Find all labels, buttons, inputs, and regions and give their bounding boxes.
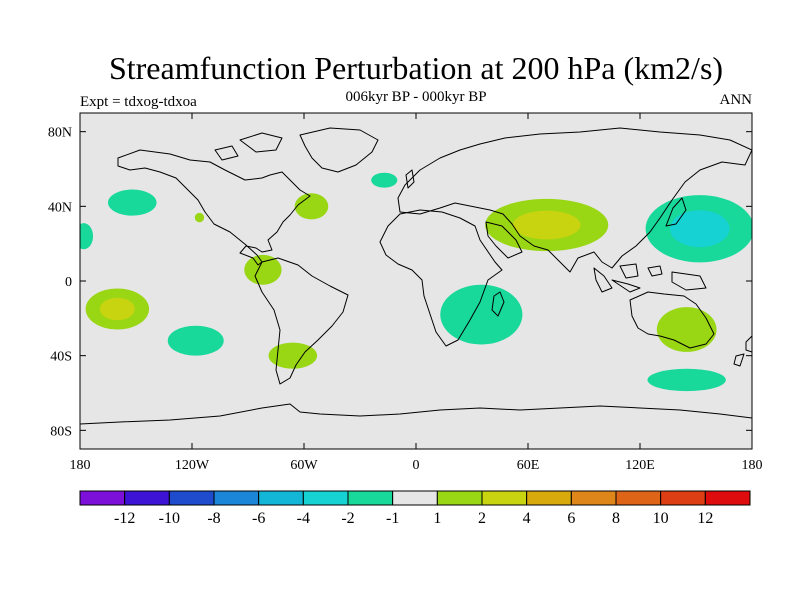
anomaly-fill — [294, 193, 329, 220]
anomaly-region-9 — [371, 172, 398, 188]
map-background — [80, 113, 752, 449]
colorbar-label: 8 — [612, 510, 620, 527]
colorbar-label: 10 — [653, 510, 669, 527]
anomaly-region-13 — [656, 307, 717, 352]
anomaly-layer — [80, 172, 752, 392]
x-tick-label: 180 — [742, 458, 763, 473]
coastline-new-zealand — [733, 335, 752, 367]
anomaly-core — [512, 210, 581, 240]
x-tick-label: 120W — [175, 458, 210, 473]
axis-ticks — [79, 113, 753, 449]
x-tick-label: 120E — [625, 458, 655, 473]
coastline-greenland — [299, 127, 379, 173]
anomaly-fill — [656, 307, 717, 352]
anomaly-fill — [80, 223, 94, 250]
coastline-antarctica — [80, 403, 752, 425]
colorbar-swatch — [615, 490, 662, 506]
coastline-british-isles — [405, 169, 415, 189]
anomaly-region-8 — [294, 193, 329, 220]
coastlines — [80, 127, 752, 425]
map-subtitle: 006kyr BP - 000kyr BP — [345, 89, 487, 105]
anomaly-region-12 — [645, 195, 752, 263]
colorbar-swatch — [79, 490, 126, 506]
anomaly-fill — [440, 284, 523, 345]
colorbar-swatch — [347, 490, 394, 506]
anomaly-region-7 — [268, 342, 318, 369]
y-tick-label: 40N — [48, 200, 72, 215]
colorbar-label: -2 — [341, 510, 354, 527]
coastline-africa — [379, 209, 503, 347]
anomaly-fill — [268, 342, 318, 369]
colorbar-label: -12 — [114, 510, 135, 527]
colorbar-label: -6 — [252, 510, 265, 527]
colorbar-swatch — [302, 490, 349, 506]
colorbar-label: 6 — [567, 510, 575, 527]
anomaly-region-6 — [244, 254, 282, 285]
season-label: ANN — [719, 92, 753, 108]
colorbar-swatch — [168, 490, 215, 506]
colorbar-label: 12 — [697, 510, 713, 527]
axis-labels: 180 120W 60W 0 60E 120E 180 80N 40N 0 40S 80S — [48, 126, 763, 473]
colorbar-label: -10 — [159, 510, 180, 527]
colorbar: -12 -10 -8 -6 -4 -2 -1 1 2 4 6 8 10 12 — [79, 490, 751, 527]
colorbar-swatch — [436, 490, 483, 506]
y-tick-label: 80N — [48, 126, 72, 141]
anomaly-fill — [167, 325, 224, 356]
x-tick-label: 180 — [70, 458, 91, 473]
anomaly-region-4 — [167, 325, 224, 356]
anomaly-fill — [371, 172, 398, 188]
anomaly-fill — [108, 189, 157, 216]
coastline-north-america — [117, 149, 311, 266]
colorbar-swatch — [570, 490, 617, 506]
coastline-japan — [665, 197, 687, 227]
coastline-madagascar — [491, 291, 505, 317]
x-tick-label: 0 — [413, 458, 420, 473]
anomaly-region-1 — [108, 189, 157, 216]
x-tick-label: 60W — [290, 458, 318, 473]
colorbar-label: 4 — [523, 510, 531, 527]
experiment-label: Expt = tdxog-tdxoa — [80, 94, 197, 110]
colorbar-label: -1 — [386, 510, 399, 527]
colorbar-swatch — [213, 490, 260, 506]
coastline-south-america — [254, 257, 349, 385]
anomaly-core — [99, 297, 135, 321]
map-title: Streamfunction Perturbation at 200 hPa (… — [108, 50, 724, 86]
y-tick-label: 0 — [65, 275, 72, 290]
colorbar-swatch — [660, 490, 706, 506]
colorbar-label: 1 — [433, 510, 441, 527]
colorbar-swatch — [124, 490, 170, 506]
anomaly-region-5 — [194, 212, 205, 223]
anomaly-region-10 — [440, 284, 523, 345]
coastline-eurasia — [397, 127, 752, 273]
colorbar-label: 2 — [478, 510, 486, 527]
colorbar-swatch — [704, 490, 751, 506]
coastline-maritime-continent — [593, 263, 707, 293]
colorbar-swatch — [392, 490, 438, 506]
coastline-arabia — [485, 221, 523, 259]
anomaly-region-11 — [485, 198, 609, 252]
coastline-australia — [629, 291, 715, 349]
colorbar-swatch — [481, 490, 528, 506]
x-tick-label: 60E — [517, 458, 540, 473]
colorbar-swatch — [526, 490, 572, 506]
colorbar-label: -4 — [297, 510, 310, 527]
colorbar-swatch — [258, 490, 304, 506]
y-tick-label: 40S — [50, 350, 72, 365]
anomaly-region-3 — [85, 288, 150, 330]
coastline-arctic-islands — [214, 132, 283, 161]
anomaly-fill — [194, 212, 205, 223]
colorbar-label: -8 — [207, 510, 220, 527]
anomaly-region-2 — [80, 223, 94, 250]
anomaly-fill — [244, 254, 282, 285]
y-tick-label: 80S — [50, 424, 72, 439]
anomaly-fill — [647, 368, 726, 392]
anomaly-region-14 — [647, 368, 726, 392]
anomaly-core — [669, 210, 730, 248]
